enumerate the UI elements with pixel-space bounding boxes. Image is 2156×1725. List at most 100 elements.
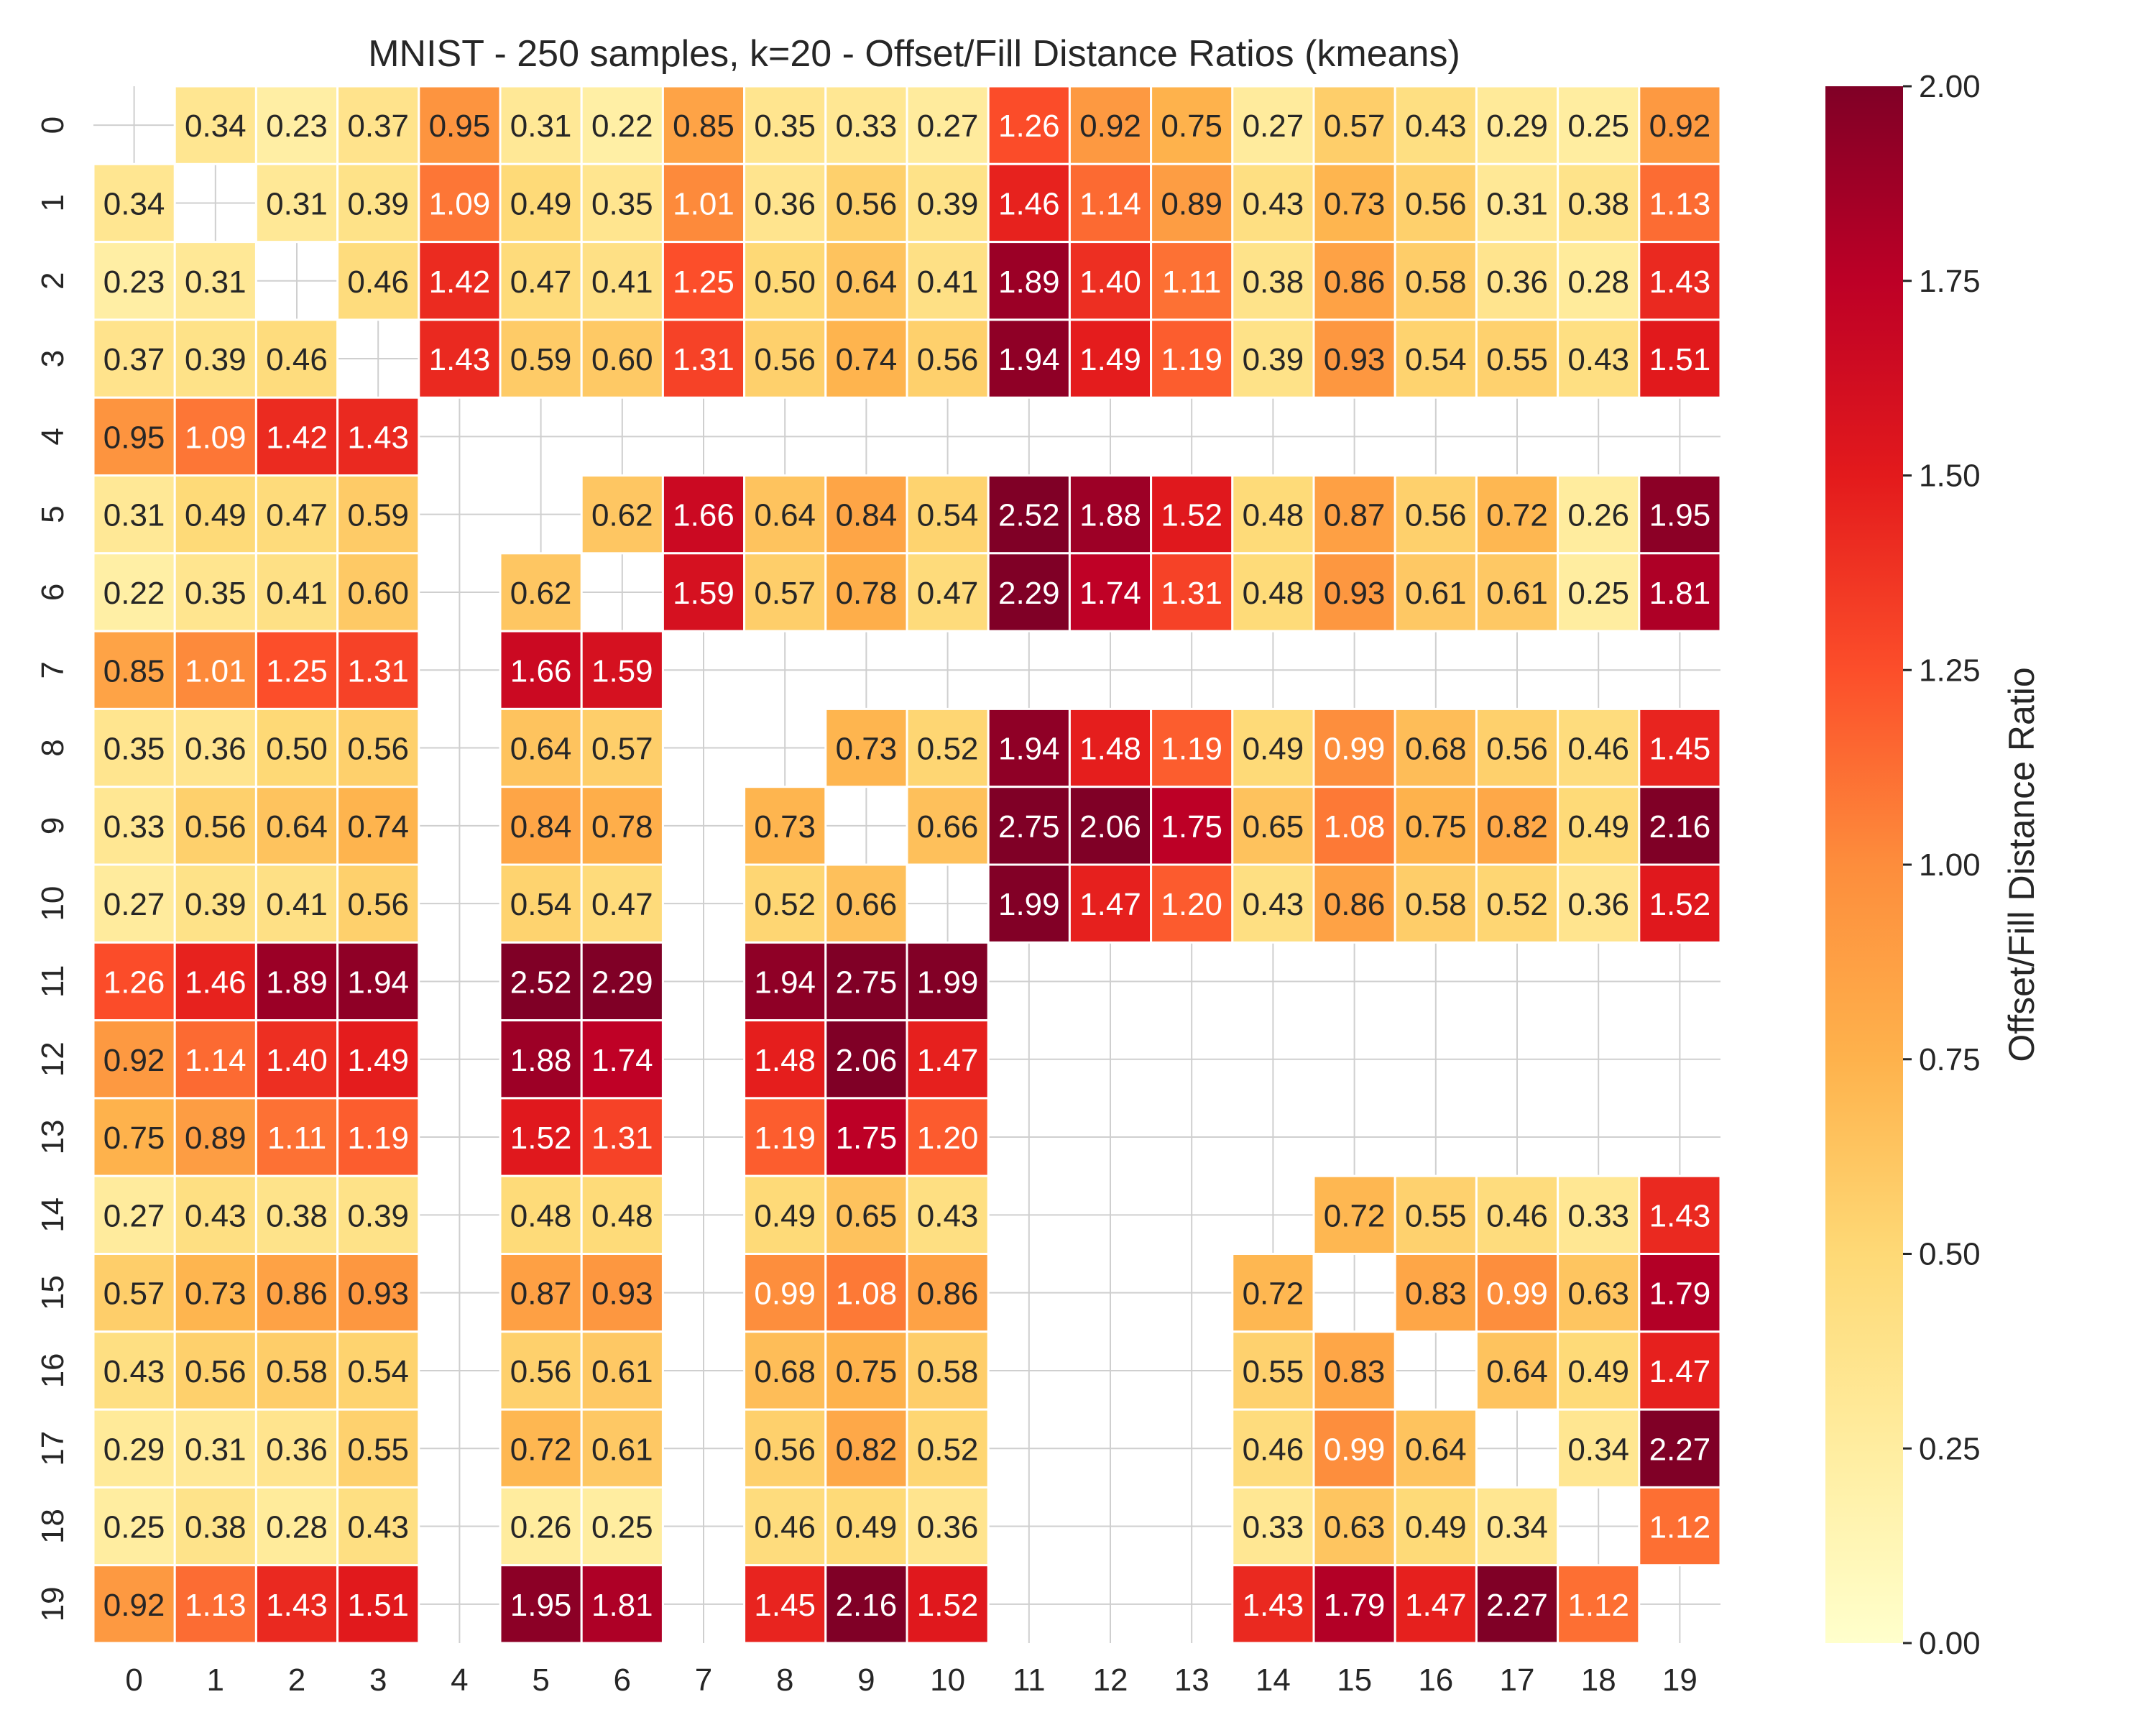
colorbar-tick-label: 1.25 (1919, 653, 1981, 688)
heatmap-cell (1393, 707, 1478, 788)
cell-value-label: 0.92 (103, 1588, 165, 1623)
cell-value-label: 1.94 (754, 965, 816, 1000)
y-tick-label: 17 (35, 1431, 70, 1466)
cell-value-label: 0.66 (836, 887, 898, 922)
heatmap-cell (173, 1330, 257, 1411)
cell-value-label: 0.25 (103, 1510, 165, 1545)
cell-value-label: 0.50 (754, 264, 816, 300)
cell-value-label: 0.56 (347, 887, 409, 922)
heatmap-cell (254, 318, 339, 399)
x-tick-label: 15 (1337, 1662, 1372, 1698)
heatmap-cell (987, 786, 1071, 866)
heatmap-cell (906, 162, 990, 244)
cell-value-label: 0.84 (836, 498, 898, 533)
cell-value-label: 0.26 (1567, 498, 1629, 533)
cell-value-label: 0.37 (103, 342, 165, 377)
colorbar-tick-label: 0.00 (1919, 1626, 1981, 1661)
cell-value-label: 1.46 (185, 965, 247, 1000)
cell-value-label: 0.39 (1243, 342, 1304, 377)
cell-value-label: 0.54 (917, 498, 979, 533)
heatmap-cell (1475, 1486, 1560, 1567)
cell-value-label: 1.43 (1649, 264, 1711, 300)
cell-value-label: 1.51 (347, 1588, 409, 1623)
heatmap-cell (92, 241, 176, 321)
heatmap-cell (254, 85, 339, 165)
heatmap-cell (1231, 863, 1315, 944)
heatmap-cell (1312, 863, 1396, 944)
heatmap-cell (1638, 863, 1722, 944)
heatmap-cell (92, 863, 176, 944)
y-tick-label: 13 (35, 1120, 70, 1155)
cell-value-label: 0.85 (103, 653, 165, 689)
heatmap-cell (580, 707, 664, 788)
cell-value-label: 1.08 (1324, 809, 1386, 845)
x-tick-label: 14 (1256, 1662, 1291, 1698)
cell-value-label: 1.31 (673, 342, 734, 377)
heatmap-cell (336, 1174, 420, 1255)
cell-value-label: 0.75 (103, 1121, 165, 1156)
cell-value-label: 0.47 (591, 887, 653, 922)
cell-value-label: 0.61 (1405, 576, 1467, 611)
heatmap-cell (580, 630, 664, 710)
cell-value-label: 1.49 (1079, 342, 1141, 377)
cell-value-label: 0.83 (1405, 1276, 1467, 1312)
y-tick-label: 3 (35, 350, 70, 367)
cell-value-label: 0.56 (510, 1354, 572, 1389)
y-tick-label: 12 (35, 1041, 70, 1077)
heatmap-cell (824, 318, 908, 399)
heatmap-cell (1231, 318, 1315, 399)
cell-value-label: 0.64 (510, 732, 572, 767)
heatmap-cell (1638, 552, 1722, 632)
heatmap-cell (1393, 1253, 1478, 1333)
y-tick-label: 1 (35, 194, 70, 211)
heatmap-cell (906, 318, 990, 399)
heatmap-cell (1312, 241, 1396, 321)
cell-value-label: 0.46 (754, 1510, 816, 1545)
heatmap-cell (1231, 1253, 1315, 1333)
cell-value-label: 1.52 (1649, 887, 1711, 922)
cell-value-label: 1.74 (1079, 576, 1141, 611)
cell-value-label: 0.49 (1567, 1354, 1629, 1389)
cell-value-label: 0.56 (347, 732, 409, 767)
heatmap-cell (1475, 863, 1560, 944)
cell-value-label: 1.31 (1161, 576, 1222, 611)
cell-value-label: 0.74 (836, 342, 898, 377)
heatmap-cell (987, 707, 1071, 788)
x-tick-label: 13 (1174, 1662, 1210, 1698)
heatmap-cell (580, 162, 664, 244)
heatmap-cell (1150, 786, 1234, 866)
heatmap-cell (254, 863, 339, 944)
heatmap-cell (173, 707, 257, 788)
x-tick-label: 2 (288, 1662, 305, 1698)
x-tick-label: 17 (1500, 1662, 1535, 1698)
heatmap-cell (906, 1408, 990, 1489)
heatmap-cell (580, 1564, 664, 1644)
cell-value-label: 0.92 (103, 1043, 165, 1078)
heatmap-cell (499, 863, 583, 944)
cell-value-label: 0.58 (917, 1354, 979, 1389)
cell-value-label: 0.43 (185, 1198, 247, 1233)
heatmap-cell (254, 1564, 339, 1644)
heatmap-cell (824, 1330, 908, 1411)
cell-value-label: 0.49 (1243, 732, 1304, 767)
heatmap-cell (1312, 1330, 1396, 1411)
cell-value-label: 1.14 (1079, 186, 1141, 221)
cell-value-label: 0.78 (836, 576, 898, 611)
cell-value-label: 0.39 (347, 186, 409, 221)
cell-value-label: 0.36 (1567, 887, 1629, 922)
cell-value-label: 1.95 (510, 1588, 572, 1623)
cell-value-label: 0.82 (836, 1432, 898, 1467)
cell-value-label: 0.28 (1567, 264, 1629, 300)
cell-value-label: 0.59 (347, 498, 409, 533)
y-tick-label: 7 (35, 661, 70, 678)
heatmap-cell (906, 1019, 990, 1100)
heatmap-cell (1475, 1174, 1560, 1255)
cell-value-label: 0.39 (347, 1198, 409, 1233)
cell-value-label: 0.48 (1243, 576, 1304, 611)
heatmap-cell (743, 1097, 827, 1177)
heatmap-cell (173, 863, 257, 944)
cell-value-label: 0.86 (1324, 887, 1386, 922)
cell-value-label: 0.43 (1243, 887, 1304, 922)
cell-value-label: 1.25 (266, 653, 328, 689)
heatmap-cell (173, 1486, 257, 1567)
